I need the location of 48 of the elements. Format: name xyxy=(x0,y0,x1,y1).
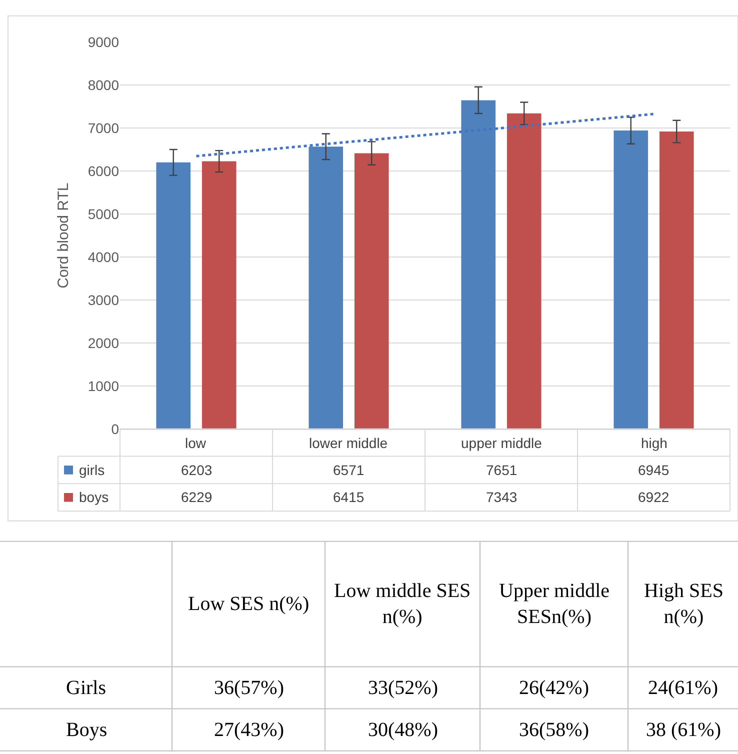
category-label: Low SES n(%) xyxy=(188,593,310,615)
text: 24(61%) xyxy=(648,677,718,699)
y-tick-label: 3000 xyxy=(88,292,120,308)
y-tick-label: 1000 xyxy=(88,378,120,394)
bar xyxy=(614,130,648,429)
bar xyxy=(308,146,344,429)
bar xyxy=(461,100,496,429)
x-tick-label: high xyxy=(641,435,668,451)
category-label: Upper middle SESn(%) xyxy=(499,580,610,628)
bar xyxy=(156,162,191,429)
data-label: 6571 xyxy=(333,462,364,478)
y-tick-label: 9000 xyxy=(88,34,120,50)
text: 38 (61%) xyxy=(646,719,721,741)
bar xyxy=(354,153,389,429)
x-tick-label: upper middle xyxy=(461,435,542,451)
data-label: 6922 xyxy=(638,489,670,505)
text: 36(58%) xyxy=(519,719,589,741)
x-tick-label: lower middle xyxy=(309,435,388,451)
text: 33(52%) xyxy=(368,677,438,699)
data-label: 6415 xyxy=(333,489,364,505)
category-label: Low middle SES n(%) xyxy=(334,580,471,628)
category-label: High SES n(%) xyxy=(644,580,724,628)
y-axis-title: Cord blood RTL xyxy=(55,182,72,288)
bar xyxy=(659,132,694,429)
data-label: 6203 xyxy=(181,462,212,478)
category-label: Boys xyxy=(66,719,108,741)
data-label: 7651 xyxy=(486,462,518,478)
data-label: 6945 xyxy=(638,462,670,478)
text: 27(43%) xyxy=(214,719,284,741)
legend-label: girls xyxy=(79,462,105,478)
text: 36(57%) xyxy=(214,677,284,699)
y-tick-label: 5000 xyxy=(88,206,120,222)
y-tick-label: 6000 xyxy=(88,163,120,180)
text: 30(48%) xyxy=(368,719,438,741)
y-tick-label: 2000 xyxy=(88,334,120,351)
data-label: 6229 xyxy=(181,489,212,505)
text: 26(42%) xyxy=(519,677,589,699)
legend-label: boys xyxy=(79,489,109,505)
data-label: 7343 xyxy=(486,489,518,505)
bar xyxy=(506,113,542,429)
category-label: Girls xyxy=(66,677,106,699)
bar xyxy=(202,161,236,429)
x-tick-label: low xyxy=(185,435,207,451)
y-tick-label: 4000 xyxy=(88,248,120,265)
y-tick-label: 0 xyxy=(111,420,120,437)
y-tick-label: 7000 xyxy=(88,120,120,136)
y-tick-label: 8000 xyxy=(88,77,120,94)
line-series xyxy=(195,112,655,158)
